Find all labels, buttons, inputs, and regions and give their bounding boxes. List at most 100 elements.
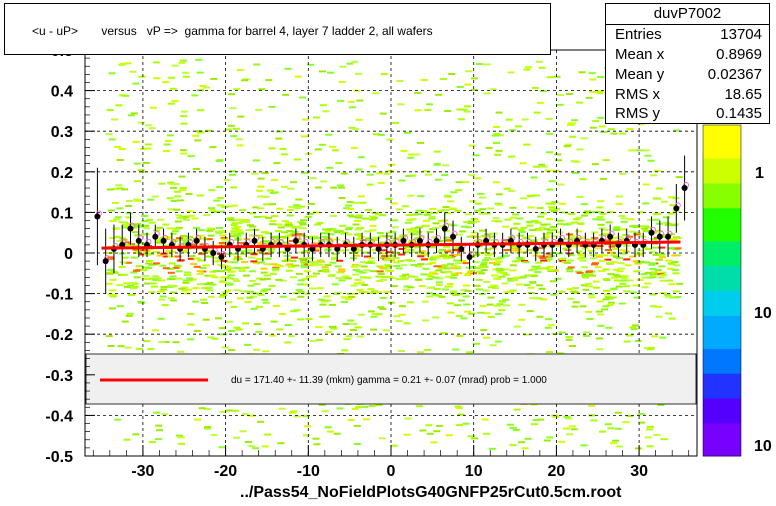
y-tick-label: -0.1 <box>45 287 73 304</box>
stats-row: Mean y 0.02367 <box>615 65 762 85</box>
profile-point <box>466 254 473 261</box>
palette-cell <box>703 298 741 308</box>
palette-label-1: 1 <box>755 165 764 182</box>
profile-point <box>681 185 688 192</box>
profile-point <box>309 245 316 252</box>
y-axis: -0.5-0.4-0.3-0.2-0.100.10.20.30.40.5 <box>45 43 95 466</box>
stats-value: 0.02367 <box>707 66 762 83</box>
palette-cell <box>703 125 741 134</box>
palette-cell <box>703 364 741 374</box>
x-tick-label: -20 <box>214 463 237 480</box>
palette-cell <box>703 240 741 250</box>
profile-point <box>656 233 663 240</box>
palette-cell <box>703 331 741 341</box>
x-tick-label: 20 <box>548 463 566 480</box>
profile-point <box>152 233 159 240</box>
fit-legend-text: du = 171.40 +- 11.39 (mkm) gamma = 0.21 … <box>231 375 547 386</box>
stats-row: Entries 13704 <box>615 25 762 45</box>
palette-cell <box>703 224 741 234</box>
palette-label-3: 10 <box>754 438 772 455</box>
palette-cell <box>703 216 741 225</box>
stats-box: duvP7002 Entries 13704 Mean x 0.8969 Mea… <box>605 3 770 124</box>
palette-cell <box>703 141 741 151</box>
palette-cell <box>703 282 741 291</box>
x-tick-label: 30 <box>630 463 648 480</box>
plot-title: <u - uP> versus vP => gamma for barrel 4… <box>32 24 433 38</box>
palette-cell <box>703 290 741 300</box>
palette-cell <box>703 356 741 366</box>
palette-cell <box>703 158 741 167</box>
stats-value: 13704 <box>720 26 762 43</box>
palette-cell <box>703 207 741 217</box>
profile-point <box>433 237 440 244</box>
y-tick-label: 0 <box>64 246 73 263</box>
y-tick-label: -0.5 <box>45 449 73 466</box>
stats-row: Mean x 0.8969 <box>615 45 762 65</box>
stats-label: RMS x <box>615 86 660 103</box>
palette-cell <box>703 199 741 209</box>
palette-label-2: 10 <box>754 305 772 322</box>
palette-cell <box>703 133 741 143</box>
profile-point <box>375 245 382 252</box>
palette-cell <box>703 191 741 200</box>
palette-cell <box>703 439 741 449</box>
fit-legend: du = 171.40 +- 11.39 (mkm) gamma = 0.21 … <box>85 353 697 405</box>
x-axis: -30 -20 -10 0 10 20 30 <box>92 445 690 480</box>
palette-cell <box>703 182 741 192</box>
palette-cell <box>703 265 741 275</box>
x-tick-label: 0 <box>387 463 396 480</box>
palette-cell <box>703 174 741 184</box>
palette-cell <box>703 340 741 349</box>
profile-point <box>135 237 142 244</box>
palette-cell <box>703 323 741 333</box>
profile-point <box>292 237 299 244</box>
palette-cell <box>703 422 741 432</box>
profile-point <box>102 258 109 265</box>
scatter-cloud <box>105 58 684 450</box>
palette-cell <box>703 373 741 383</box>
profile-point <box>119 241 126 248</box>
profile-point <box>127 225 134 232</box>
profile-point <box>334 245 341 252</box>
palette-cell <box>703 273 741 283</box>
profile-point <box>160 237 167 244</box>
palette-cell <box>703 389 741 399</box>
palette-cell <box>703 348 741 358</box>
y-tick-label: 0.3 <box>51 124 73 141</box>
color-palette <box>702 124 742 457</box>
palette-cell <box>703 249 741 258</box>
profile-point <box>450 233 457 240</box>
profile-point <box>483 237 490 244</box>
y-tick-label: 0.4 <box>51 84 73 101</box>
stats-label: Mean y <box>615 66 665 83</box>
stats-value: 0.1435 <box>716 105 762 122</box>
palette-cell <box>703 307 741 316</box>
palette-cell <box>703 414 741 424</box>
profile-point <box>251 237 258 244</box>
profile-point <box>441 225 448 232</box>
profile-point <box>94 213 101 220</box>
profile-point <box>416 237 423 244</box>
y-tick-label: 0.2 <box>51 165 73 182</box>
y-tick-label: 0.1 <box>51 205 73 222</box>
profile-point <box>350 245 357 252</box>
palette-cell <box>703 166 741 176</box>
stats-value: 18.65 <box>724 86 762 103</box>
palette-frame <box>702 124 742 457</box>
y-tick-label: -0.3 <box>45 368 73 385</box>
stats-value: 0.8969 <box>716 46 762 63</box>
palette-cell <box>703 398 741 407</box>
palette-cell <box>703 447 741 457</box>
palette-cell <box>703 232 741 242</box>
profile-point <box>210 250 217 256</box>
profile-point <box>607 233 614 240</box>
profile-point <box>665 233 672 240</box>
profile-point <box>532 245 539 252</box>
palette-cell <box>703 431 741 440</box>
x-tick-label: -30 <box>131 463 154 480</box>
stats-label: Mean x <box>615 46 665 63</box>
profile-point <box>400 237 407 244</box>
profile-point <box>673 205 680 212</box>
x-tick-label: -10 <box>297 463 320 480</box>
y-tick-label: -0.2 <box>45 327 73 344</box>
